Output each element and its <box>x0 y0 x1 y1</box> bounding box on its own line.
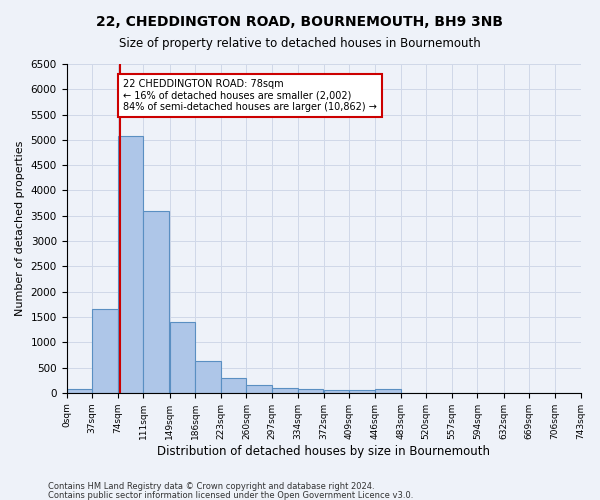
Text: Contains public sector information licensed under the Open Government Licence v3: Contains public sector information licen… <box>48 490 413 500</box>
Bar <box>221 378 247 393</box>
Bar <box>272 388 298 393</box>
Bar <box>67 389 92 393</box>
X-axis label: Distribution of detached houses by size in Bournemouth: Distribution of detached houses by size … <box>157 444 490 458</box>
Bar <box>195 362 221 393</box>
Text: Contains HM Land Registry data © Crown copyright and database right 2024.: Contains HM Land Registry data © Crown c… <box>48 482 374 491</box>
Bar <box>247 386 272 393</box>
Bar <box>375 388 401 393</box>
Text: 22, CHEDDINGTON ROAD, BOURNEMOUTH, BH9 3NB: 22, CHEDDINGTON ROAD, BOURNEMOUTH, BH9 3… <box>97 15 503 29</box>
Bar <box>143 210 169 393</box>
Text: 22 CHEDDINGTON ROAD: 78sqm
← 16% of detached houses are smaller (2,002)
84% of s: 22 CHEDDINGTON ROAD: 78sqm ← 16% of deta… <box>123 79 377 112</box>
Bar <box>170 322 195 393</box>
Bar <box>118 136 143 393</box>
Text: Size of property relative to detached houses in Bournemouth: Size of property relative to detached ho… <box>119 38 481 51</box>
Bar <box>92 310 118 393</box>
Bar <box>349 390 375 393</box>
Bar <box>324 390 349 393</box>
Y-axis label: Number of detached properties: Number of detached properties <box>15 140 25 316</box>
Bar <box>298 389 323 393</box>
